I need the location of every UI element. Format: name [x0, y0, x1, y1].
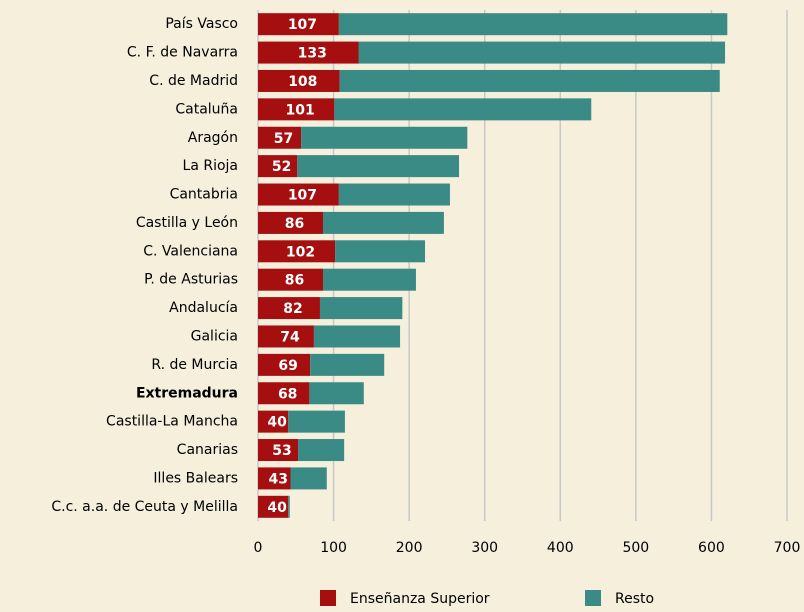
bar-segment	[258, 41, 359, 64]
y-tick-label: C. F. de Navarra	[127, 45, 238, 61]
bar-segment	[258, 211, 323, 234]
bar-segment	[290, 467, 327, 490]
bar-segment	[258, 126, 302, 149]
value-label: 107	[288, 17, 317, 33]
value-label: 40	[267, 500, 287, 516]
x-tick-label: 400	[547, 540, 574, 556]
bar-segment	[358, 41, 726, 64]
y-tick-label: P. de Asturias	[144, 272, 238, 288]
bar-segment	[258, 268, 323, 291]
bar-segment	[258, 495, 289, 518]
bar-segment	[338, 183, 450, 206]
bar-segment	[258, 439, 299, 462]
x-tick-label: 600	[698, 540, 725, 556]
bar-segment	[313, 325, 401, 348]
bar-segment	[310, 353, 385, 376]
value-label: 82	[283, 301, 302, 317]
legend-label: Enseñanza Superior	[350, 591, 490, 607]
value-label: 69	[278, 358, 297, 374]
y-tick-label: C. de Madrid	[149, 73, 238, 89]
value-label: 43	[269, 471, 288, 487]
y-tick-label: C.c. a.a. de Ceuta y Melilla	[51, 499, 238, 515]
value-label: 68	[278, 386, 297, 402]
bar-segment	[258, 240, 336, 263]
legend-swatch	[320, 590, 336, 606]
bar-segment	[288, 410, 345, 433]
bar-segment	[309, 382, 364, 405]
y-tick-label: Illes Balears	[153, 470, 238, 486]
bar-segment	[319, 297, 403, 320]
bar-segment	[334, 98, 592, 121]
bar-segment	[258, 382, 310, 405]
x-tick-label: 0	[254, 540, 263, 556]
bar-segment	[258, 98, 335, 121]
y-tick-label: La Rioja	[183, 158, 238, 174]
bar-segment	[258, 69, 340, 92]
value-label: 101	[286, 102, 315, 118]
x-tick-label: 200	[396, 540, 423, 556]
bar-segment	[298, 439, 345, 462]
bar-segment	[258, 410, 289, 433]
bar-segment	[258, 325, 314, 348]
x-tick-label: 700	[774, 540, 801, 556]
y-tick-label: Extremadura	[136, 385, 238, 401]
y-tick-label: País Vasco	[165, 16, 238, 32]
value-label: 57	[274, 131, 293, 147]
legend-swatch	[585, 590, 601, 606]
value-label: 86	[285, 273, 304, 289]
y-tick-label: C. Valenciana	[143, 243, 238, 259]
x-tick-label: 100	[320, 540, 347, 556]
y-tick-label: Canarias	[177, 442, 238, 458]
value-label: 107	[288, 188, 317, 204]
bar-segment	[322, 268, 416, 291]
bar-segment	[258, 297, 320, 320]
y-tick-label: Castilla y León	[136, 215, 238, 231]
bar-segment	[335, 240, 426, 263]
value-label: 52	[272, 159, 291, 175]
y-tick-label: Galicia	[191, 328, 238, 344]
bar-segment	[297, 155, 460, 178]
bar-segment	[322, 211, 444, 234]
value-label: 53	[272, 443, 291, 459]
y-tick-label: Aragón	[188, 130, 238, 146]
bar-segment	[301, 126, 468, 149]
bar-segment	[258, 155, 298, 178]
bar-segment	[258, 467, 291, 490]
value-label: 86	[285, 216, 304, 232]
bar-segment	[258, 353, 311, 376]
x-tick-label: 300	[471, 540, 498, 556]
bar-segment	[288, 495, 290, 518]
value-label: 74	[280, 329, 300, 345]
y-tick-label: Cantabria	[170, 187, 238, 203]
bar-segment	[258, 183, 339, 206]
bar-segment	[258, 13, 339, 36]
value-label: 40	[267, 415, 287, 431]
value-label: 102	[286, 244, 315, 260]
y-tick-label: Andalucía	[169, 300, 238, 316]
x-tick-label: 500	[622, 540, 649, 556]
legend-label: Resto	[615, 591, 654, 607]
bar-segment	[338, 13, 728, 36]
value-label: 108	[288, 74, 317, 90]
bar-segment	[339, 69, 720, 92]
y-tick-label: Cataluña	[175, 101, 238, 117]
y-tick-label: Castilla-La Mancha	[106, 414, 238, 430]
value-label: 133	[298, 46, 327, 62]
y-tick-label: R. de Murcia	[151, 357, 238, 373]
